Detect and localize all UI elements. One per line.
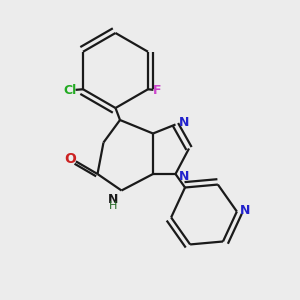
Text: O: O [64, 152, 76, 166]
Text: N: N [240, 204, 250, 218]
Text: H: H [109, 201, 117, 211]
Text: F: F [153, 84, 162, 97]
Text: N: N [179, 170, 189, 183]
Text: N: N [108, 193, 118, 206]
Text: Cl: Cl [64, 84, 77, 97]
Text: N: N [179, 116, 189, 129]
